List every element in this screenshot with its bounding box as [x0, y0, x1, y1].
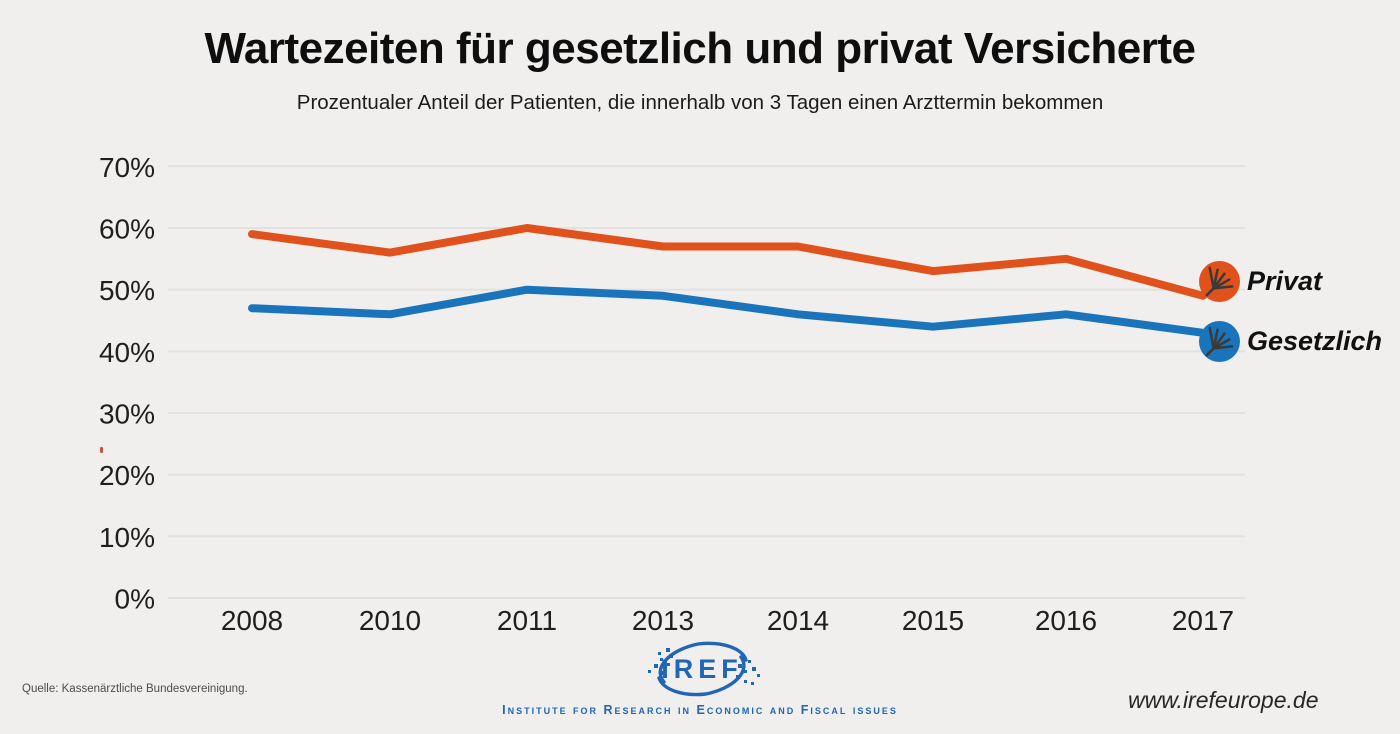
website-url: www.irefeurope.de — [1128, 687, 1319, 713]
legend-item-gesetzlich: Gesetzlich — [1199, 321, 1382, 362]
gesetzlich-legend-dot — [1199, 321, 1240, 362]
legend-label-privat: Privat — [1247, 266, 1323, 296]
chart-subtitle: Prozentualer Anteil der Patienten, die i… — [296, 91, 1104, 114]
x-tick-label: 2014 — [767, 605, 829, 636]
x-tick-label: 2010 — [359, 605, 421, 636]
series-line-gesetzlich — [248, 285, 1207, 337]
y-tick-label: 10% — [99, 522, 155, 553]
legend-label-gesetzlich: Gesetzlich — [1247, 326, 1383, 356]
privat-legend-dot — [1199, 261, 1240, 302]
fan-branch-icon — [1205, 326, 1234, 357]
iref-logo-text: IREF — [661, 654, 743, 684]
x-tick-label: 2008 — [221, 605, 283, 636]
iref-logo: IREF — [620, 634, 780, 704]
source-note: Quelle: Kassenärztliche Bundesvereinigun… — [22, 683, 248, 695]
chart-title: Wartezeiten für gesetzlich und privat Ve… — [204, 24, 1196, 73]
y-tick-label: 50% — [99, 275, 155, 306]
legend-item-privat: Privat — [1199, 261, 1322, 302]
iref-logo-caption: Institute for Research in Economic and F… — [502, 703, 898, 717]
x-tick-label: 2013 — [632, 605, 694, 636]
iref-logo-mark: IREF — [648, 641, 760, 697]
stray-mark — [100, 447, 103, 453]
x-tick-label: 2016 — [1035, 605, 1097, 636]
y-tick-label: 0% — [115, 584, 155, 615]
x-tick-label: 2011 — [497, 605, 557, 636]
x-tick-label: 2015 — [902, 605, 964, 636]
y-tick-label: 60% — [99, 213, 155, 244]
x-tick-label: 2017 — [1172, 605, 1234, 636]
y-tick-label: 20% — [99, 460, 155, 491]
series-line-privat — [248, 224, 1207, 300]
y-tick-label: 40% — [99, 337, 155, 368]
fan-branch-icon — [1205, 266, 1234, 297]
y-tick-label: 70% — [99, 152, 155, 183]
y-tick-label: 30% — [99, 398, 155, 429]
